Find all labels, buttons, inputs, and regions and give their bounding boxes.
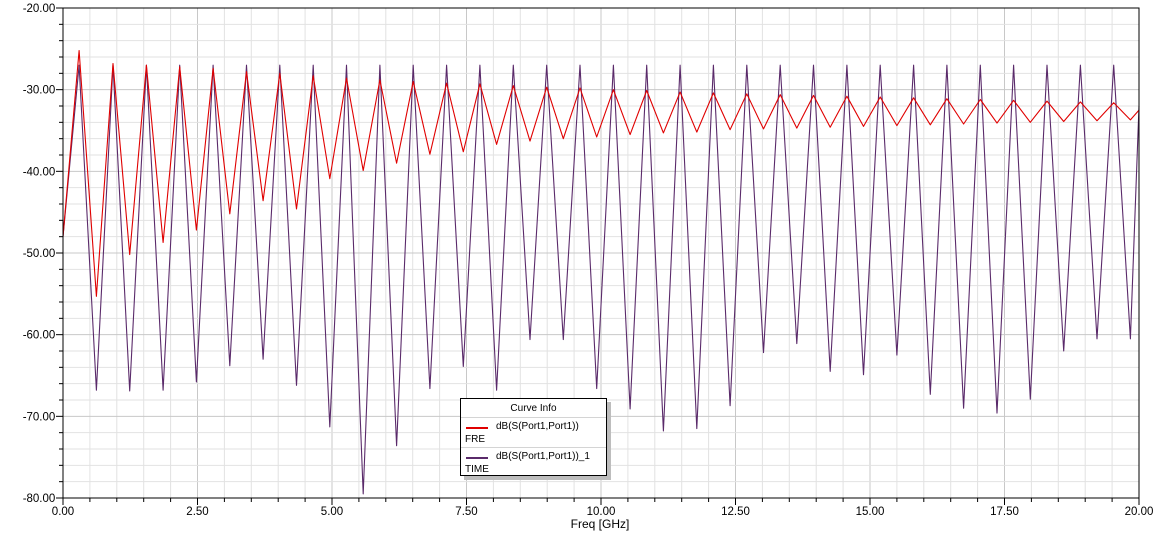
x-tick-label: 20.00	[1125, 506, 1154, 518]
legend-title: Curve Info	[510, 403, 557, 414]
y-tick-label: -80.00	[23, 493, 56, 505]
y-tick-label: -20.00	[23, 3, 56, 15]
legend[interactable]: Curve Info dB(S(Port1,Port1)) FRE dB(S(P…	[460, 398, 607, 476]
legend-item-name: dB(S(Port1,Port1))_1	[496, 451, 590, 462]
x-tick-labels: 0.00 2.50 5.00 7.50 10.00 12.50 15.00 17.50 20.0…	[52, 506, 1154, 518]
chart-series	[62, 49, 1140, 495]
x-tick-label: 5.00	[321, 506, 343, 518]
series-line-time	[62, 64, 1140, 495]
chart-grid	[62, 7, 1140, 499]
x-tick-label: 2.50	[186, 506, 208, 518]
legend-item-sub: TIME	[465, 464, 489, 475]
legend-item-time[interactable]: dB(S(Port1,Port1))_1 TIME	[461, 447, 606, 477]
x-axis-label: Freq [GHz]	[571, 517, 630, 531]
y-tick-label: -60.00	[23, 330, 56, 342]
y-tick-label: -70.00	[23, 411, 56, 423]
x-tick-label: 12.50	[721, 506, 750, 518]
x-tick-label: 15.00	[856, 506, 885, 518]
legend-item-name: dB(S(Port1,Port1))	[496, 421, 579, 432]
x-tick-label: 10.00	[587, 506, 616, 518]
series-line-fre	[62, 49, 1140, 297]
x-tick-label: 0.00	[52, 506, 74, 518]
legend-item-fre[interactable]: dB(S(Port1,Port1)) FRE	[461, 417, 606, 447]
legend-swatch-time	[466, 457, 488, 459]
y-tick-label: -30.00	[23, 85, 56, 97]
chart-axes	[56, 7, 1140, 505]
x-tick-label: 17.50	[990, 506, 1019, 518]
y-tick-label: -40.00	[23, 166, 56, 178]
legend-swatch-fre	[466, 427, 488, 429]
y-tick-label: -50.00	[23, 248, 56, 260]
legend-item-sub: FRE	[465, 434, 485, 445]
y-tick-labels: -20.00 -30.00 -40.00 -50.00 -60.00 -70.00 -80.…	[23, 3, 56, 505]
x-tick-label: 7.50	[455, 506, 477, 518]
